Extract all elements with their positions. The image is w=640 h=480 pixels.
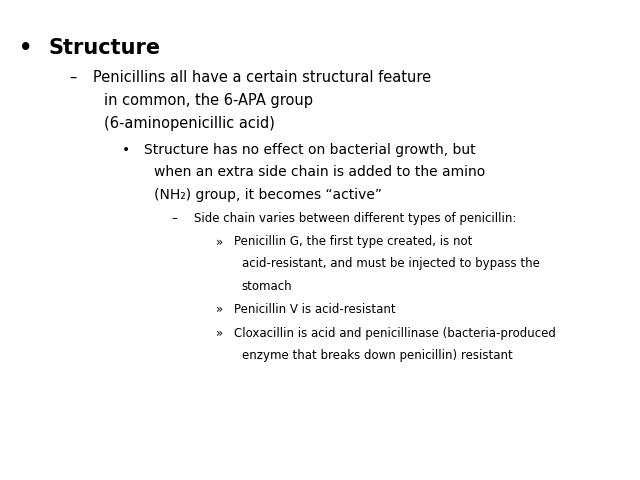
Text: »: » [216, 235, 223, 249]
Text: •: • [122, 143, 130, 157]
Text: Cloxacillin is acid and penicillinase (bacteria-produced: Cloxacillin is acid and penicillinase (b… [234, 326, 556, 340]
Text: »: » [216, 303, 223, 316]
Text: Penicillin G, the first type created, is not: Penicillin G, the first type created, is… [234, 235, 472, 249]
Text: enzyme that breaks down penicillin) resistant: enzyme that breaks down penicillin) resi… [242, 348, 513, 362]
Text: »: » [216, 326, 223, 340]
Text: Penicillins all have a certain structural feature: Penicillins all have a certain structura… [93, 70, 431, 85]
Text: in common, the 6-APA group: in common, the 6-APA group [104, 93, 314, 108]
Text: Structure: Structure [48, 38, 160, 58]
Text: (6-aminopenicillic acid): (6-aminopenicillic acid) [104, 116, 275, 132]
Text: •: • [19, 38, 33, 58]
Text: (NH₂) group, it becomes “active”: (NH₂) group, it becomes “active” [154, 188, 381, 202]
Text: –: – [69, 70, 77, 85]
Text: stomach: stomach [242, 279, 292, 293]
Text: Penicillin V is acid-resistant: Penicillin V is acid-resistant [234, 303, 396, 316]
Text: Structure has no effect on bacterial growth, but: Structure has no effect on bacterial gro… [144, 143, 476, 157]
Text: Side chain varies between different types of penicillin:: Side chain varies between different type… [194, 212, 516, 225]
Text: –: – [172, 212, 177, 225]
Text: acid-resistant, and must be injected to bypass the: acid-resistant, and must be injected to … [242, 257, 540, 271]
Text: when an extra side chain is added to the amino: when an extra side chain is added to the… [154, 165, 485, 180]
